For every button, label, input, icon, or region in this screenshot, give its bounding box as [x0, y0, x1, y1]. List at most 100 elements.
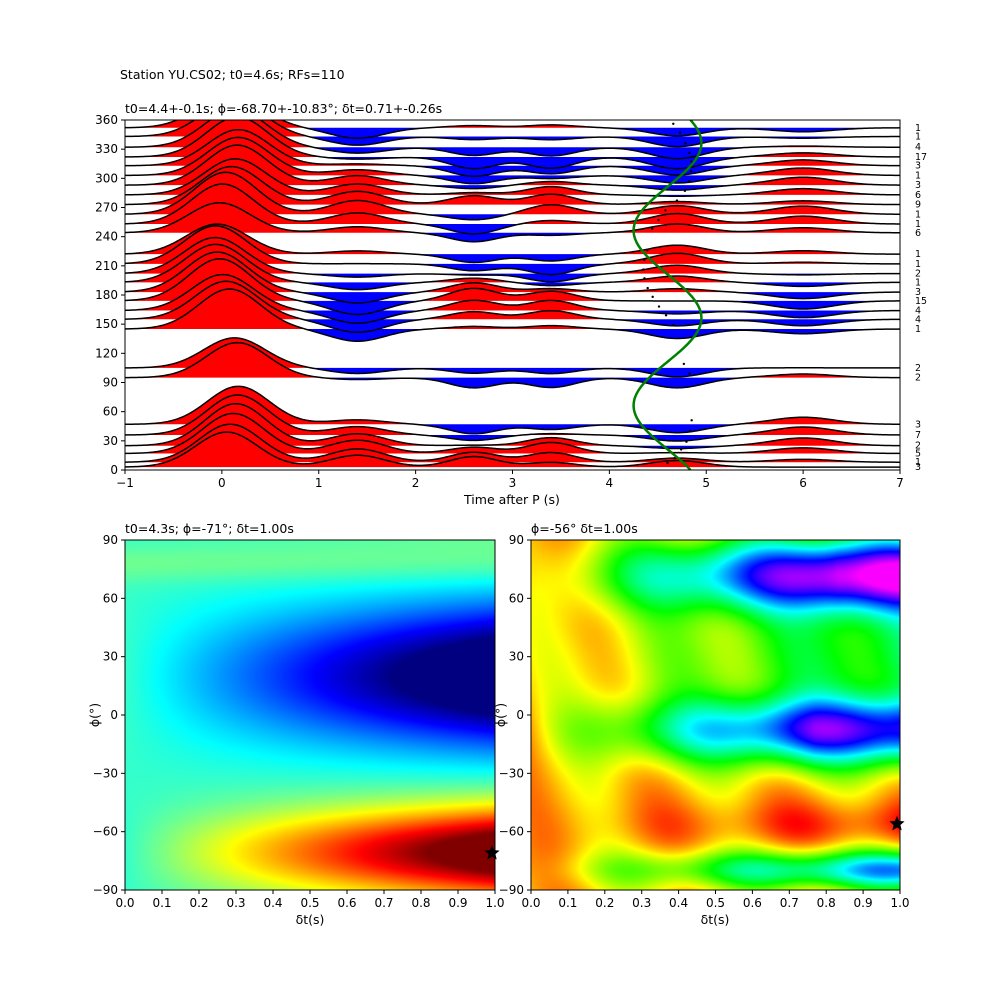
- x-tick-label: 0.0: [115, 896, 134, 910]
- trace-count-label: 2: [915, 441, 921, 452]
- trace-pick-dot: [651, 295, 654, 299]
- trace-negative-fill: [125, 175, 900, 184]
- trace-positive-fill: [125, 274, 900, 311]
- fit-curve: [632, 120, 703, 470]
- y-tick-label: 90: [103, 376, 118, 390]
- y-tick-label: 30: [103, 434, 118, 448]
- x-tick-label: 0.0: [521, 896, 540, 910]
- trace-pick-dot: [675, 199, 679, 202]
- x-tick-label: 0.5: [300, 896, 319, 910]
- grid-left-x-label: δt(s): [296, 912, 325, 927]
- grid-right-heatmap: [531, 540, 900, 890]
- trace-positive-fill: [125, 120, 900, 128]
- rf-x-axis-label: Time after P (s): [463, 492, 560, 507]
- trace-positive-fill: [125, 342, 900, 378]
- trace-line: [125, 412, 900, 455]
- y-tick-label: 120: [95, 346, 118, 360]
- trace-pick-dot: [646, 248, 649, 252]
- trace-line: [125, 431, 900, 468]
- best-fit-star: [484, 845, 500, 860]
- trace-count-label: 2: [915, 269, 921, 280]
- y-tick-label: 180: [95, 288, 118, 302]
- trace-count-label: 1: [915, 277, 921, 288]
- trace-pick-dot: [690, 419, 693, 422]
- trace-count-label: 3: [915, 287, 921, 298]
- rf-plot-area: [125, 120, 900, 470]
- grid-left-heatmap: [125, 540, 495, 890]
- y-tick-label: −30: [93, 766, 118, 780]
- grid-right-axes: 0.0 0.1 0.2 0.3 0.4 0.5 0.6 0.7 0.8 0.9 1.0 −90 −60 −…: [499, 533, 910, 910]
- trace-positive-fill: [125, 386, 900, 425]
- trace-line: [125, 120, 900, 160]
- trace-negative-fill: [125, 367, 900, 377]
- trace-count-label: 1: [915, 457, 921, 468]
- trace-positive-fill: [125, 120, 900, 148]
- trace-count-label: 7: [915, 430, 921, 441]
- x-tick-label: 4: [606, 476, 614, 490]
- y-tick-label: 300: [95, 171, 118, 185]
- trace-count-label: 1: [915, 209, 921, 220]
- trace-line: [125, 183, 900, 235]
- x-tick-label: 0.7: [374, 896, 393, 910]
- grid-left-title: t0=4.3s; ϕ=-71°; δt=1.00s: [125, 521, 294, 536]
- trace-positive-fill: [125, 281, 900, 320]
- x-tick-label: 0.9: [448, 896, 467, 910]
- trace-pick-dot: [672, 122, 675, 125]
- trace-count-label: 9: [915, 200, 921, 211]
- trace-positive-fill: [125, 424, 900, 463]
- grid-right-y-label: ϕ(°): [493, 703, 508, 727]
- x-tick-label: −1: [116, 476, 134, 490]
- trace-count-label: 4: [915, 306, 921, 317]
- y-tick-label: −30: [499, 766, 524, 780]
- trace-positive-fill: [125, 145, 900, 186]
- trace-line: [125, 251, 900, 304]
- trace-count-label: 2: [915, 373, 921, 384]
- trace-negative-fill: [125, 263, 900, 275]
- grid-left-best-marker: [484, 845, 500, 860]
- trace-positive-fill: [125, 289, 900, 330]
- x-tick-label: 0.8: [817, 896, 836, 910]
- x-tick-label: 1.0: [890, 896, 909, 910]
- trace-positive-fill: [125, 184, 900, 225]
- trace-line: [125, 337, 900, 378]
- y-tick-label: 90: [103, 533, 118, 547]
- trace-positive-fill: [125, 129, 900, 166]
- x-tick-label: 0.2: [189, 896, 208, 910]
- trace-pick-dot: [666, 461, 669, 465]
- y-tick-label: 0: [516, 708, 524, 722]
- x-tick-label: 0.6: [337, 896, 356, 910]
- y-tick-label: −90: [93, 883, 118, 897]
- trace-count-label: 3: [915, 462, 921, 473]
- trace-negative-fill: [125, 329, 900, 342]
- trace-line: [125, 385, 900, 435]
- trace-negative-fill: [125, 445, 900, 449]
- x-tick-label: 3: [509, 476, 517, 490]
- trace-negative-fill: [125, 435, 900, 442]
- x-tick-label: 0.2: [595, 896, 614, 910]
- trace-count-label: 1: [915, 123, 921, 134]
- trace-pick-dot: [688, 151, 691, 155]
- trace-count-label: 3: [915, 180, 921, 191]
- trace-line: [125, 120, 900, 170]
- x-tick-label: 0.3: [632, 896, 651, 910]
- trace-count-label: 4: [915, 142, 921, 153]
- trace-count-label: 17: [915, 152, 927, 163]
- x-tick-label: 0.9: [854, 896, 873, 910]
- trace-negative-fill: [125, 147, 900, 159]
- trace-line: [125, 223, 900, 264]
- x-tick-label: 0.8: [411, 896, 430, 910]
- x-tick-label: 5: [702, 476, 710, 490]
- grid-right-title: ϕ=-56° δt=1.00s: [531, 521, 638, 536]
- y-tick-label: 60: [103, 405, 118, 419]
- trace-positive-fill: [125, 432, 900, 468]
- trace-count-label: 1: [915, 259, 921, 270]
- trace-line: [125, 136, 900, 185]
- y-tick-label: 60: [509, 591, 524, 605]
- trace-pick-dot: [684, 142, 687, 145]
- trace-line: [125, 273, 900, 324]
- trace-count-label: 5: [915, 448, 921, 459]
- trace-count-label: 1: [915, 219, 921, 230]
- trace-pick-dot: [657, 218, 660, 222]
- trace-line: [125, 144, 900, 191]
